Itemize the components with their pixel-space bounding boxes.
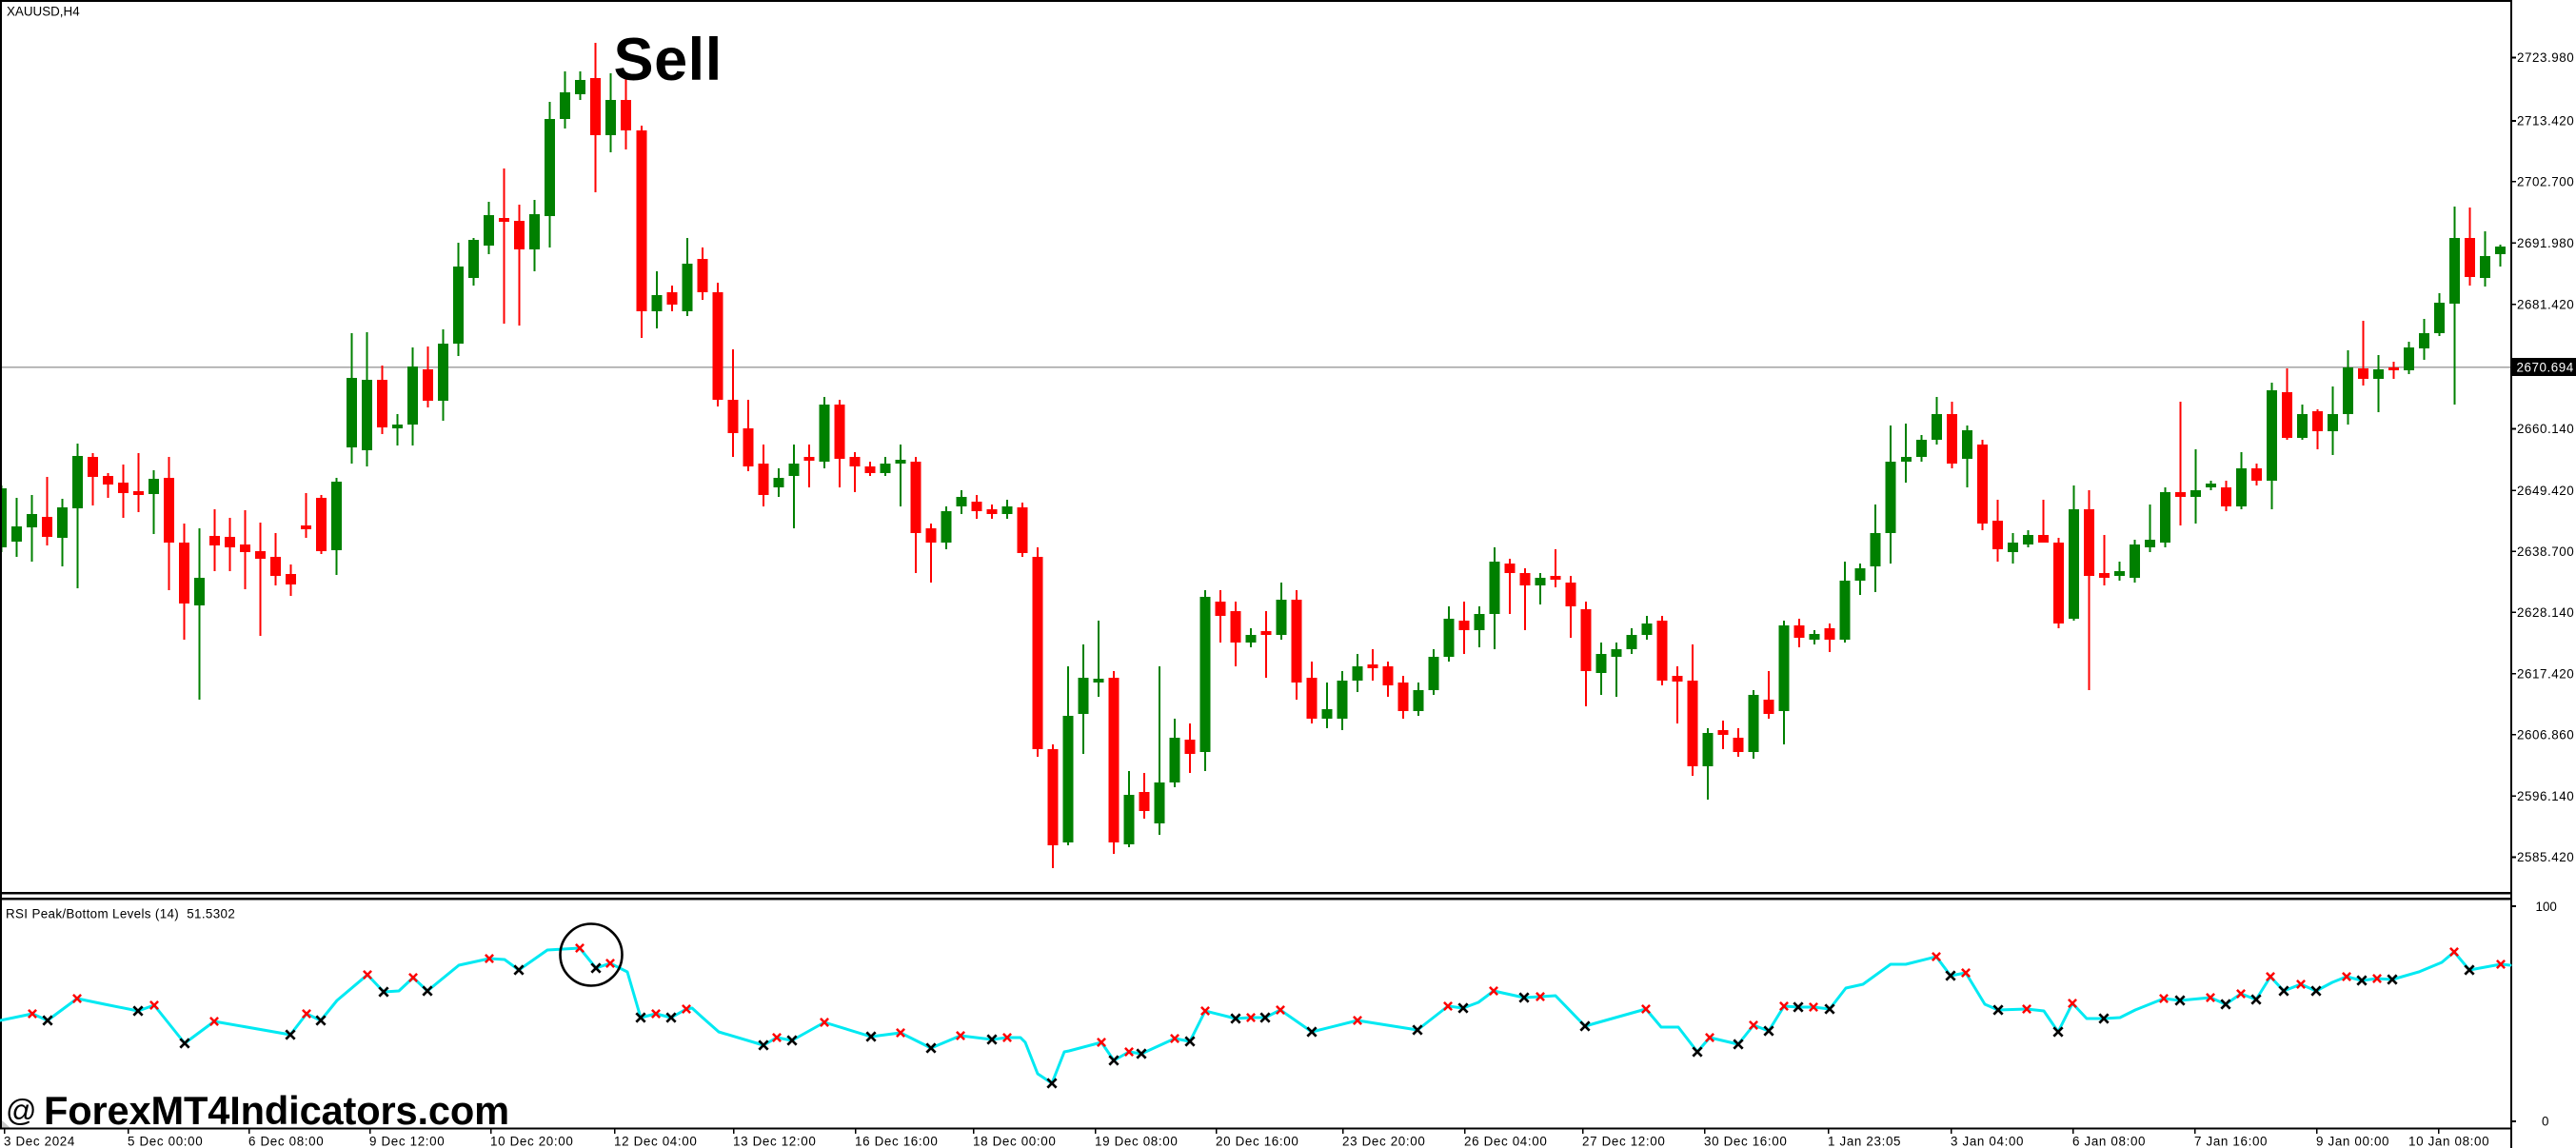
svg-text:9 Dec 12:00: 9 Dec 12:00 (369, 1135, 445, 1148)
svg-text:Sell: Sell (614, 27, 723, 93)
svg-text:2713.420: 2713.420 (2517, 114, 2574, 129)
svg-text:23 Dec 20:00: 23 Dec 20:00 (1342, 1135, 1425, 1148)
svg-text:2723.980: 2723.980 (2517, 50, 2574, 65)
svg-text:2681.420: 2681.420 (2517, 298, 2574, 312)
svg-text:6 Jan 08:00: 6 Jan 08:00 (2072, 1135, 2146, 1148)
svg-text:5 Dec 00:00: 5 Dec 00:00 (128, 1135, 203, 1148)
svg-text:20 Dec 16:00: 20 Dec 16:00 (1216, 1135, 1298, 1148)
svg-text:2638.700: 2638.700 (2517, 544, 2574, 559)
svg-text:13 Dec 12:00: 13 Dec 12:00 (733, 1135, 816, 1148)
svg-text:@: @ (6, 1094, 36, 1128)
svg-text:19 Dec 08:00: 19 Dec 08:00 (1095, 1135, 1178, 1148)
svg-text:0: 0 (2542, 1115, 2548, 1129)
svg-text:2596.140: 2596.140 (2517, 789, 2574, 803)
svg-text:3 Dec 2024: 3 Dec 2024 (4, 1135, 75, 1148)
svg-text:10 Dec 20:00: 10 Dec 20:00 (490, 1135, 573, 1148)
svg-text:2585.420: 2585.420 (2517, 850, 2574, 864)
svg-text:27 Dec 12:00: 27 Dec 12:00 (1582, 1135, 1665, 1148)
svg-text:3 Jan 04:00: 3 Jan 04:00 (1951, 1135, 2024, 1148)
svg-text:2617.420: 2617.420 (2517, 666, 2574, 681)
svg-text:2606.860: 2606.860 (2517, 727, 2574, 742)
svg-text:1 Jan 23:05: 1 Jan 23:05 (1828, 1135, 1901, 1148)
svg-text:7 Jan 16:00: 7 Jan 16:00 (2194, 1135, 2268, 1148)
svg-text:30 Dec 16:00: 30 Dec 16:00 (1704, 1135, 1787, 1148)
svg-text:2628.140: 2628.140 (2517, 605, 2574, 620)
svg-text:2702.700: 2702.700 (2517, 174, 2574, 188)
svg-text:XAUUSD,H4: XAUUSD,H4 (7, 5, 80, 19)
svg-text:12 Dec 04:00: 12 Dec 04:00 (614, 1135, 697, 1148)
svg-text:2670.694: 2670.694 (2517, 361, 2574, 375)
svg-text:RSI Peak/Bottom Levels (14) 5: RSI Peak/Bottom Levels (14) 51.5302 (6, 907, 235, 921)
svg-text:18 Dec 00:00: 18 Dec 00:00 (973, 1135, 1056, 1148)
svg-text:100: 100 (2536, 900, 2557, 914)
svg-text:ForexMT4Indicators.com: ForexMT4Indicators.com (44, 1088, 509, 1133)
svg-text:26 Dec 04:00: 26 Dec 04:00 (1464, 1135, 1547, 1148)
svg-text:9 Jan 00:00: 9 Jan 00:00 (2316, 1135, 2389, 1148)
svg-text:2649.420: 2649.420 (2517, 484, 2574, 498)
svg-text:16 Dec 16:00: 16 Dec 16:00 (855, 1135, 938, 1148)
svg-text:6 Dec 08:00: 6 Dec 08:00 (248, 1135, 324, 1148)
svg-text:10 Jan 08:00: 10 Jan 08:00 (2408, 1135, 2489, 1148)
svg-text:2691.980: 2691.980 (2517, 236, 2574, 250)
svg-text:2660.140: 2660.140 (2517, 422, 2574, 436)
